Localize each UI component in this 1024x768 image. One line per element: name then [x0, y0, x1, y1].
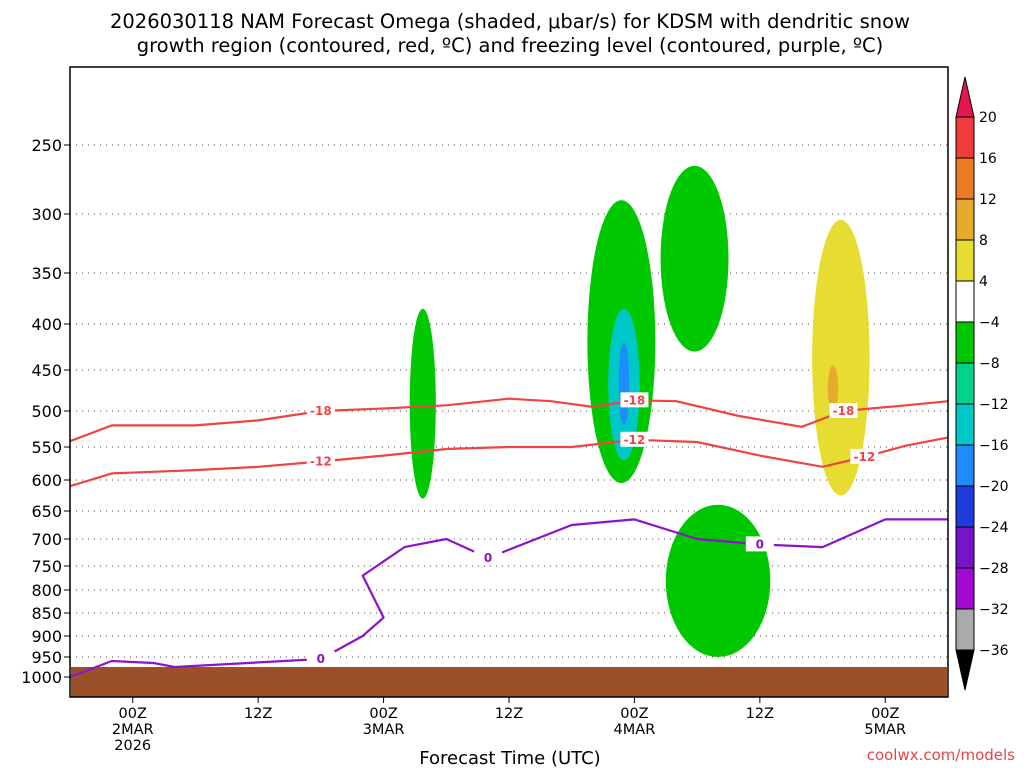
omega-fill-green-0 — [409, 308, 436, 499]
y-tick-label-400: 400 — [31, 315, 62, 334]
dgz-minus-18-label-bg-2 — [829, 403, 858, 418]
x-tick-label-0-1: 2MAR — [112, 722, 154, 738]
omega-fill-green-4 — [660, 165, 729, 352]
freezing-level-0-line — [69, 518, 948, 679]
y-tick-label-850: 850 — [31, 604, 62, 623]
dgz-minus-12-label-bg-0 — [306, 453, 335, 469]
dgz-minus-12-label-1: -12 — [624, 433, 646, 447]
chart-title-line-2: growth region (contoured, red, ºC) and f… — [137, 34, 884, 57]
freezing-level-0-label-0: 0 — [317, 652, 325, 666]
y-tick-label-450: 450 — [31, 361, 62, 380]
colorbar-label-3: 8 — [979, 233, 988, 249]
y-tick-label-350: 350 — [31, 264, 62, 283]
x-tick-label-0-0: 00Z — [119, 706, 147, 722]
dgz-minus-12-label-bg-2 — [850, 448, 879, 464]
x-tick-label-6-0: 00Z — [871, 706, 899, 722]
below-ground-fill — [71, 667, 947, 697]
colorbar-label-4: 4 — [979, 274, 988, 290]
x-tick-label-3-0: 12Z — [495, 706, 523, 722]
y-tick-label-250: 250 — [31, 136, 62, 155]
colorbar-segment-8 — [955, 403, 975, 446]
omega-fill-blue-3 — [618, 342, 630, 426]
dgz-minus-18-label-1: -18 — [624, 393, 646, 407]
colorbar-label-8: −16 — [979, 438, 1009, 454]
colorbar-label-13: −36 — [979, 643, 1009, 659]
colorbar-segment-5 — [955, 280, 975, 323]
dgz-minus-12-label-0: -12 — [310, 455, 332, 469]
y-tick-label-300: 300 — [31, 205, 62, 224]
colorbar-segment-2 — [955, 157, 975, 200]
colorbar: 20 16 12 8 4 −4 −8 −12 −16 −20 −24 −28 −32 −36 — [955, 76, 1009, 691]
x-tick-label-5-0: 12Z — [746, 706, 774, 722]
y-tick-label-800: 800 — [31, 581, 62, 600]
colorbar-label-7: −12 — [979, 397, 1009, 413]
colorbar-segment-10 — [955, 485, 975, 528]
colorbar-segment-1 — [955, 116, 975, 159]
colorbar-segment-4 — [955, 239, 975, 282]
colorbar-label-11: −28 — [979, 561, 1009, 577]
freezing-level-0-label-1: 0 — [484, 551, 492, 565]
y-tick-label-500: 500 — [31, 402, 62, 421]
omega-fill-green-5 — [665, 504, 771, 657]
chart-title-line-1: 2026030118 NAM Forecast Omega (shaded, μ… — [110, 10, 910, 33]
y-tick-label-750: 750 — [31, 557, 62, 576]
x-tick-label-0-2: 2026 — [114, 738, 151, 754]
x-tick-label-1-0: 12Z — [244, 706, 272, 722]
omega-shading — [71, 165, 947, 697]
colorbar-segment-9 — [955, 444, 975, 487]
dgz-minus-18-label-2: -18 — [833, 404, 855, 418]
dgz-minus-18-label-bg-0 — [306, 403, 335, 418]
y-tick-label-650: 650 — [31, 502, 62, 521]
y-tick-label-1000: 1000 — [21, 668, 62, 687]
contour-lines: -18 -18 -18 -12 -12 -12 0 0 0 — [69, 392, 949, 679]
x-tick-label-4-0: 00Z — [620, 706, 648, 722]
colorbar-label-5: −4 — [979, 315, 1000, 331]
y-tick-label-600: 600 — [31, 471, 62, 490]
dgz-minus-18-label-0: -18 — [310, 404, 332, 418]
dgz-minus-18-label-bg-1 — [620, 392, 649, 408]
x-tick-label-2-0: 00Z — [369, 706, 397, 722]
dgz-minus-18-line — [69, 397, 949, 443]
colorbar-segment-12 — [955, 567, 975, 610]
omega-fill-orange-7 — [827, 365, 839, 412]
dgz-minus-12-label-2: -12 — [854, 450, 876, 464]
x-tick-label-6-1: 5MAR — [864, 722, 906, 738]
credit-link[interactable]: coolwx.com/models — [867, 746, 1015, 764]
colorbar-label-2: 12 — [979, 192, 997, 208]
colorbar-segment-13 — [955, 608, 975, 651]
freezing-level-0-label-bg-0 — [306, 651, 335, 666]
x-tick-label-4-1: 4MAR — [614, 722, 656, 738]
y-tick-label-950: 950 — [31, 648, 62, 667]
colorbar-segment-3 — [955, 198, 975, 241]
colorbar-segment-7 — [955, 362, 975, 405]
y-tick-label-550: 550 — [31, 438, 62, 457]
colorbar-label-12: −32 — [979, 602, 1009, 618]
x-tick-label-2-1: 3MAR — [363, 722, 405, 738]
colorbar-label-0: 20 — [979, 110, 997, 126]
dgz-minus-12-label-bg-1 — [620, 431, 649, 447]
y-axis: 250 300 350 400 450 500 550 600 650 700 750 800 850 9… — [21, 136, 70, 687]
x-axis-label: Forecast Time (UTC) — [419, 748, 600, 768]
colorbar-segment-6 — [955, 321, 975, 364]
colorbar-segment-11 — [955, 526, 975, 569]
freezing-level-0-label-2: 0 — [756, 537, 764, 551]
colorbar-label-9: −20 — [979, 479, 1009, 495]
colorbar-bottom-arrow — [955, 649, 975, 691]
colorbar-label-10: −24 — [979, 520, 1009, 536]
dgz-minus-12-line — [69, 436, 949, 488]
y-tick-label-700: 700 — [31, 530, 62, 549]
colorbar-top-arrow — [955, 76, 975, 118]
y-tick-label-900: 900 — [31, 627, 62, 646]
colorbar-label-6: −8 — [979, 356, 1000, 372]
colorbar-label-1: 16 — [979, 151, 997, 167]
freezing-level-0-label-bg-2 — [745, 536, 774, 552]
omega-fill-yellow-6 — [812, 219, 870, 496]
freezing-level-0-label-bg-1 — [474, 549, 503, 565]
